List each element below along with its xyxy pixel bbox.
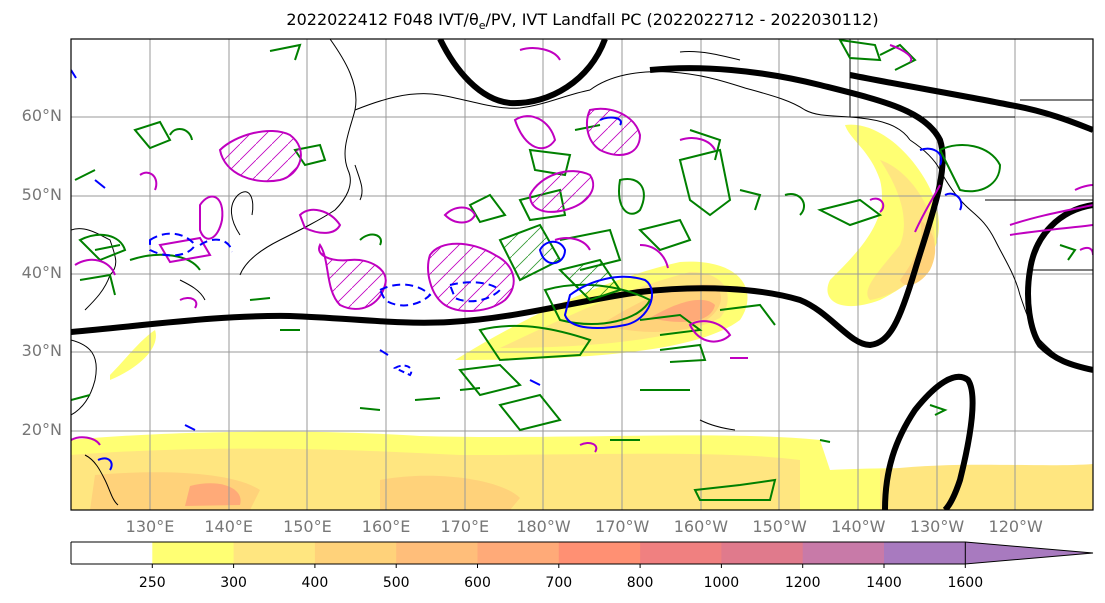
colorbar-segment xyxy=(884,542,966,564)
lon-label: 140°E xyxy=(204,517,254,536)
lon-label: 130°W xyxy=(909,517,965,536)
lon-label: 170°W xyxy=(595,517,650,536)
colorbar-segment xyxy=(558,542,641,564)
ivt-pc-contours xyxy=(71,39,1093,510)
lon-label: 150°W xyxy=(752,517,807,536)
colorbar-segment xyxy=(71,542,153,564)
colorbar-tick-label: 700 xyxy=(545,575,573,591)
lat-label: 30°N xyxy=(21,341,62,360)
colorbar-tick-label: 1200 xyxy=(784,575,821,591)
colorbar-segment xyxy=(152,542,235,564)
map-frame xyxy=(70,38,1094,511)
lon-label: 130°E xyxy=(125,517,175,536)
colorbar-tick-label: 400 xyxy=(301,575,329,591)
colorbar-tick-label: 800 xyxy=(626,575,654,591)
colorbar-segment xyxy=(314,542,397,564)
ivt-shading xyxy=(71,124,1093,510)
colorbar-segment xyxy=(802,542,885,564)
lat-label: 50°N xyxy=(21,185,62,204)
lat-label: 60°N xyxy=(21,106,62,125)
lon-label: 160°E xyxy=(361,517,411,536)
map-area xyxy=(71,39,1093,510)
lon-label: 160°W xyxy=(673,517,729,536)
colorbar xyxy=(70,541,1094,568)
colorbar-segment xyxy=(396,542,478,564)
colorbar-segment xyxy=(233,542,316,564)
lon-label: 180°W xyxy=(516,517,571,536)
lon-label: 120°W xyxy=(988,517,1043,536)
colorbar-extend-arrow xyxy=(964,541,1094,565)
pv-negative-contours xyxy=(71,69,963,471)
map-title: 2022022412 F048 IVT/θe/PV, IVT Landfall … xyxy=(286,10,879,33)
colorbar-tick-label: 1000 xyxy=(703,575,740,591)
colorbar-tick-label: 500 xyxy=(382,575,410,591)
lat-label: 40°N xyxy=(21,263,62,282)
colorbar-tick-label: 1600 xyxy=(947,575,984,591)
colorbar-segment xyxy=(721,542,804,564)
colorbar-tick-label: 1400 xyxy=(866,575,902,591)
lon-label: 150°E xyxy=(283,517,332,536)
colorbar-tick-label: 250 xyxy=(138,575,166,591)
lon-label: 140°W xyxy=(831,517,886,536)
colorbar-segment xyxy=(640,542,722,564)
colorbar-outline xyxy=(70,541,966,565)
pv-positive-contours xyxy=(218,107,941,312)
colorbar-tick-label: 300 xyxy=(220,575,247,591)
lon-label: 170°E xyxy=(440,517,490,536)
lat-label: 20°N xyxy=(21,420,62,439)
colorbar-tick-label: 600 xyxy=(464,575,491,591)
colorbar-segment xyxy=(477,542,560,564)
